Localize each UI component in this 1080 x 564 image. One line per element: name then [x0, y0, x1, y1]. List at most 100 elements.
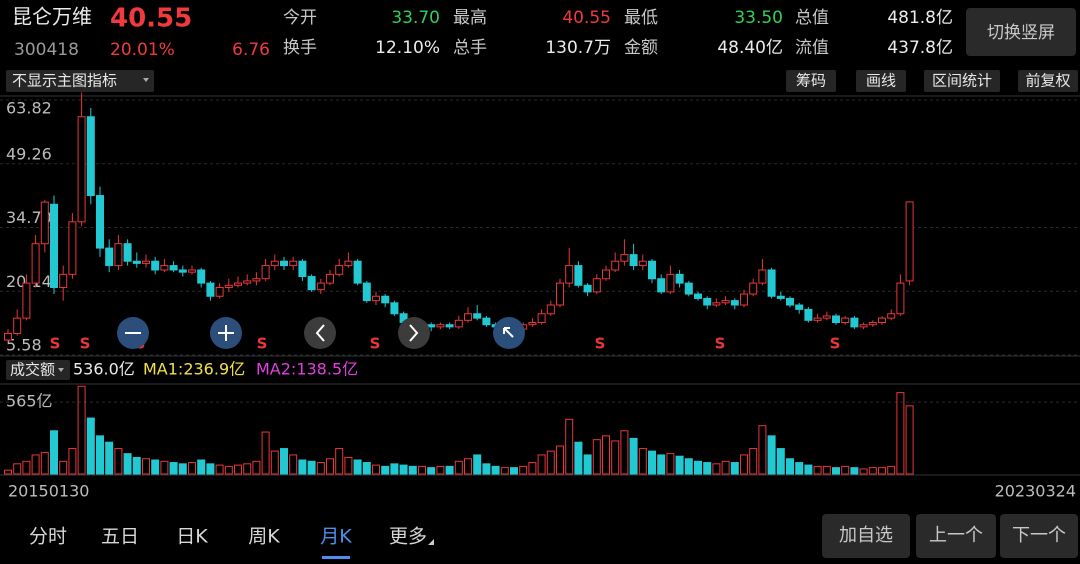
candle-body: [638, 260, 647, 267]
candle-body: [4, 332, 12, 341]
stat-value: 40.55: [562, 8, 611, 28]
action-button[interactable]: [822, 514, 910, 558]
action-button[interactable]: [1000, 514, 1078, 558]
rotate-button[interactable]: [966, 8, 1076, 56]
volume-bar: [344, 456, 353, 475]
volume-bar: [206, 463, 215, 475]
candle-body: [556, 282, 564, 306]
volume-bar: [298, 459, 307, 475]
candle-body: [675, 273, 684, 284]
candle-body: [215, 286, 224, 297]
candle-body: [114, 243, 123, 267]
indicator-label[interactable]: 不显示主图指标: [12, 72, 117, 90]
candle-body: [740, 293, 748, 306]
candle-body: [454, 319, 463, 328]
volume-bar: [850, 467, 859, 475]
tool-button-label[interactable]: 画线: [866, 72, 896, 90]
signal-marker: S: [595, 335, 606, 353]
volume-bar: [822, 465, 831, 475]
ma1-label: MA1:236.9亿: [143, 360, 245, 379]
volume-bar: [657, 454, 666, 475]
tool-button-label[interactable]: 区间统计: [932, 72, 992, 90]
stat-label: 金额: [624, 38, 658, 58]
period-tab[interactable]: 周K: [248, 526, 280, 548]
stat-label: 最高: [453, 8, 487, 28]
y-tick-label: 5.58: [6, 336, 42, 355]
action-button-label[interactable]: 下一个: [1012, 525, 1066, 546]
stat-value: 130.7万: [545, 38, 611, 58]
volume-tick-label: 565亿: [6, 392, 53, 411]
candle-body: [666, 273, 675, 293]
volume-bar: [620, 430, 629, 475]
candle-body: [105, 247, 114, 267]
candle-body: [160, 265, 169, 271]
volume-bar: [638, 448, 647, 475]
volume-bar: [758, 425, 767, 475]
volume-bar: [675, 455, 684, 475]
volume-bar: [132, 456, 141, 475]
tool-button[interactable]: [1018, 70, 1078, 92]
candle-body: [850, 317, 859, 328]
signal-marker: S: [80, 335, 91, 353]
volume-bar: [712, 463, 721, 475]
plus-icon: [218, 325, 234, 341]
pan-right[interactable]: [398, 317, 430, 349]
tool-button[interactable]: [786, 70, 836, 92]
volume-bar: [583, 454, 592, 475]
stat-label: 流值: [795, 38, 829, 58]
tool-button[interactable]: [856, 70, 906, 92]
volume-bar: [234, 464, 242, 475]
volume-bar: [721, 460, 730, 475]
volume-bar: [841, 465, 850, 475]
candle-body: [464, 313, 472, 321]
candle-body: [197, 269, 206, 284]
tool-button[interactable]: [924, 70, 1000, 92]
volume-bar: [169, 462, 178, 475]
volume-label[interactable]: 成交额: [10, 361, 55, 379]
volume-select[interactable]: [6, 360, 70, 380]
volume-bar: [160, 460, 169, 475]
period-tab[interactable]: 分时: [29, 526, 67, 548]
candle-body: [31, 243, 40, 284]
action-button-label[interactable]: 加自选: [839, 525, 893, 546]
volume-bar: [326, 458, 334, 475]
volume-bar: [694, 460, 702, 475]
candle-body: [280, 260, 288, 267]
candle-body: [169, 265, 178, 271]
candle-body: [142, 260, 150, 264]
change-pct: 20.01%: [110, 40, 175, 60]
period-tab[interactable]: 日K: [176, 526, 208, 548]
volume-bar: [77, 385, 86, 475]
action-button[interactable]: [916, 514, 996, 558]
volume-bar: [804, 464, 813, 475]
volume-bar: [399, 464, 408, 475]
volume-bar: [408, 465, 417, 475]
action-button-label[interactable]: 上一个: [929, 525, 983, 546]
candle-body: [252, 278, 261, 282]
candle-body: [132, 260, 141, 264]
rotate-button-label[interactable]: 切换竖屏: [987, 23, 1055, 43]
candle-body: [289, 260, 298, 267]
candle-body: [703, 297, 712, 306]
tool-button-label[interactable]: 前复权: [1025, 72, 1070, 90]
candle-body: [353, 260, 362, 284]
stat-label: 总手: [453, 38, 487, 58]
candle-body: [372, 295, 380, 302]
volume-bar: [767, 435, 776, 475]
volume-bar: [372, 464, 380, 475]
period-tab[interactable]: 五日: [101, 526, 139, 548]
active-underline: [322, 556, 350, 559]
candle-body: [905, 201, 914, 282]
volume-bar: [427, 467, 436, 475]
period-tab[interactable]: 更多: [389, 526, 427, 548]
candle-body: [344, 260, 353, 267]
candle-body: [436, 324, 445, 328]
indicator-select[interactable]: [6, 70, 154, 92]
volume-bar: [316, 462, 325, 475]
stat-value: 12.10%: [375, 38, 440, 58]
period-tab-active[interactable]: 月K: [320, 526, 352, 548]
volume-bar: [592, 439, 601, 475]
pan-left[interactable]: [304, 317, 336, 349]
tool-button-label[interactable]: 筹码: [796, 72, 826, 90]
volume-bar: [59, 460, 68, 475]
